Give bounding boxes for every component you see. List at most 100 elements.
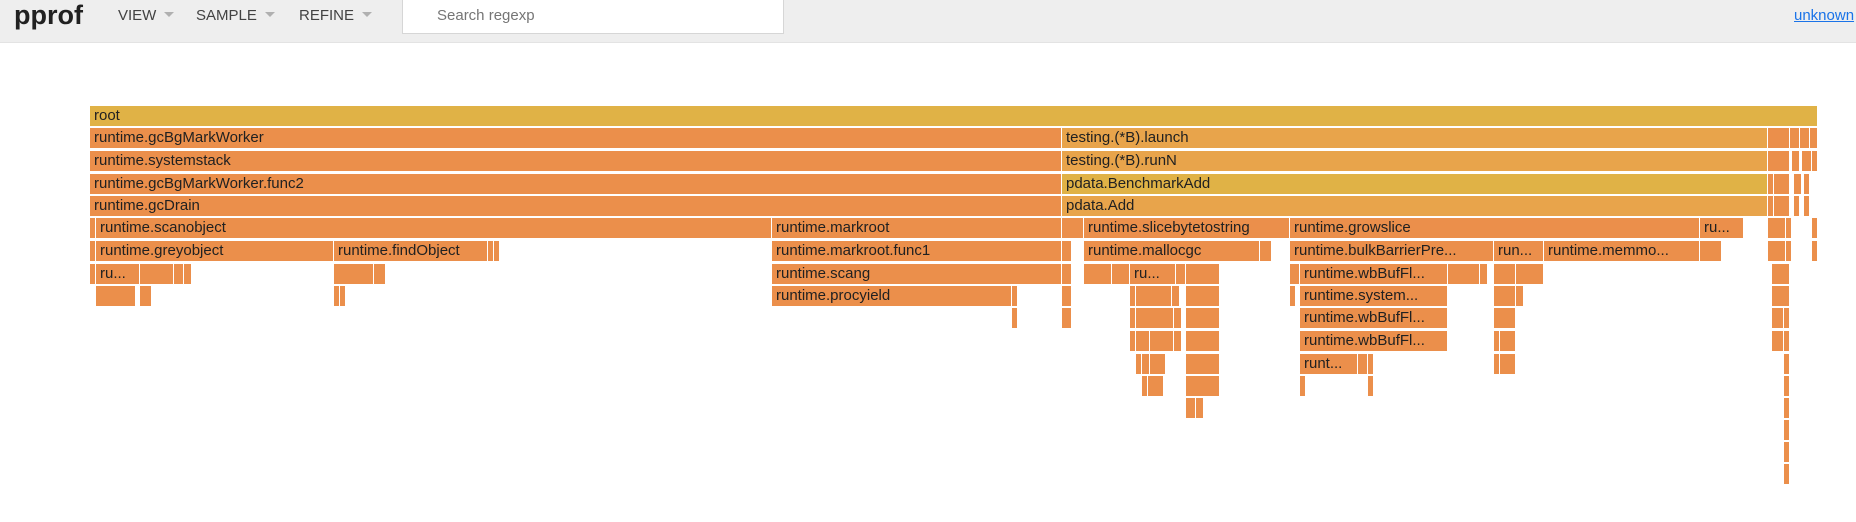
flame-frame-unlabeled[interactable] bbox=[1772, 308, 1784, 329]
flame-frame-unlabeled[interactable] bbox=[1784, 398, 1790, 419]
flame-frame-unlabeled[interactable] bbox=[1768, 241, 1786, 262]
flame-frame-unlabeled[interactable] bbox=[334, 264, 374, 285]
flame-frame-unlabeled[interactable] bbox=[1774, 174, 1790, 195]
flame-frame-unlabeled[interactable] bbox=[1148, 376, 1164, 397]
flame-frame-unlabeled[interactable] bbox=[90, 264, 96, 285]
flame-frame[interactable]: pdata.BenchmarkAdd bbox=[1062, 174, 1768, 195]
flame-frame-unlabeled[interactable] bbox=[1794, 174, 1802, 195]
flame-frame-unlabeled[interactable] bbox=[1784, 331, 1790, 352]
flame-frame[interactable]: runtime.markroot.func1 bbox=[772, 241, 1062, 262]
flame-frame-unlabeled[interactable] bbox=[1784, 420, 1790, 441]
flame-frame[interactable]: runtime.growslice bbox=[1290, 218, 1700, 239]
flame-frame-unlabeled[interactable] bbox=[1150, 331, 1174, 352]
flame-frame-unlabeled[interactable] bbox=[494, 241, 500, 262]
flame-frame-unlabeled[interactable] bbox=[1062, 264, 1072, 285]
flame-frame[interactable]: ru... bbox=[1700, 218, 1744, 239]
flame-frame[interactable]: runtime.bulkBarrierPre... bbox=[1290, 241, 1494, 262]
flame-frame-unlabeled[interactable] bbox=[1790, 128, 1800, 149]
flame-frame[interactable]: pdata.Add bbox=[1062, 196, 1768, 217]
flame-frame-unlabeled[interactable] bbox=[1130, 286, 1136, 307]
flame-frame-unlabeled[interactable] bbox=[1300, 376, 1306, 397]
flame-frame-unlabeled[interactable] bbox=[1772, 331, 1784, 352]
flame-frame-unlabeled[interactable] bbox=[1012, 286, 1018, 307]
flame-frame-unlabeled[interactable] bbox=[1494, 354, 1500, 375]
flame-frame-unlabeled[interactable] bbox=[1700, 241, 1722, 262]
flame-frame-unlabeled[interactable] bbox=[488, 241, 494, 262]
flame-frame-unlabeled[interactable] bbox=[1810, 128, 1818, 149]
flame-frame-unlabeled[interactable] bbox=[1772, 264, 1790, 285]
flame-frame-unlabeled[interactable] bbox=[1804, 174, 1810, 195]
flame-frame[interactable]: runtime.gcDrain bbox=[90, 196, 1062, 217]
flame-frame[interactable]: runtime.systemstack bbox=[90, 151, 1062, 172]
flame-frame-unlabeled[interactable] bbox=[1768, 151, 1790, 172]
flame-frame-unlabeled[interactable] bbox=[1062, 218, 1084, 239]
flame-frame-unlabeled[interactable] bbox=[1768, 196, 1774, 217]
flame-frame-unlabeled[interactable] bbox=[1768, 218, 1786, 239]
flame-frame-unlabeled[interactable] bbox=[1784, 464, 1790, 485]
flame-frame-unlabeled[interactable] bbox=[1516, 264, 1544, 285]
flame-frame[interactable]: runtime.memmo... bbox=[1544, 241, 1700, 262]
flame-frame[interactable]: root bbox=[90, 106, 1818, 127]
flame-frame[interactable]: runtime.mallocgc bbox=[1084, 241, 1260, 262]
flame-frame-unlabeled[interactable] bbox=[1084, 264, 1112, 285]
flame-frame[interactable]: runtime.procyield bbox=[772, 286, 1012, 307]
flame-frame-unlabeled[interactable] bbox=[1186, 286, 1220, 307]
flame-frame-unlabeled[interactable] bbox=[1812, 241, 1818, 262]
flame-frame-unlabeled[interactable] bbox=[1768, 128, 1790, 149]
flame-frame-unlabeled[interactable] bbox=[374, 264, 386, 285]
flame-frame-unlabeled[interactable] bbox=[1142, 354, 1150, 375]
flame-frame-unlabeled[interactable] bbox=[1500, 354, 1516, 375]
flame-frame-unlabeled[interactable] bbox=[1150, 354, 1166, 375]
flame-frame-unlabeled[interactable] bbox=[1800, 128, 1810, 149]
flame-frame-unlabeled[interactable] bbox=[1774, 196, 1790, 217]
flame-frame[interactable]: runtime.scanobject bbox=[96, 218, 772, 239]
flame-frame-unlabeled[interactable] bbox=[1136, 308, 1174, 329]
flame-frame[interactable]: runtime.greyobject bbox=[96, 241, 334, 262]
flame-frame-unlabeled[interactable] bbox=[1358, 354, 1368, 375]
flame-frame-unlabeled[interactable] bbox=[1174, 308, 1182, 329]
flame-frame[interactable]: testing.(*B).launch bbox=[1062, 128, 1768, 149]
flame-frame-unlabeled[interactable] bbox=[1290, 264, 1300, 285]
flame-frame-unlabeled[interactable] bbox=[1196, 398, 1204, 419]
flame-frame-unlabeled[interactable] bbox=[1176, 264, 1186, 285]
flame-frame-unlabeled[interactable] bbox=[90, 218, 96, 239]
flame-frame[interactable]: ru... bbox=[1130, 264, 1176, 285]
flame-frame-unlabeled[interactable] bbox=[90, 241, 96, 262]
flame-frame-unlabeled[interactable] bbox=[140, 264, 174, 285]
flame-frame-unlabeled[interactable] bbox=[1784, 376, 1790, 397]
flame-frame[interactable]: runtime.wbBufFl... bbox=[1300, 331, 1448, 352]
flame-frame-unlabeled[interactable] bbox=[1794, 196, 1800, 217]
flame-frame-unlabeled[interactable] bbox=[1768, 174, 1774, 195]
flame-frame[interactable]: run... bbox=[1494, 241, 1544, 262]
flame-frame[interactable]: runtime.system... bbox=[1300, 286, 1448, 307]
flame-frame-unlabeled[interactable] bbox=[1480, 264, 1488, 285]
flame-frame[interactable]: runtime.wbBufFl... bbox=[1300, 308, 1448, 329]
flame-frame-unlabeled[interactable] bbox=[1786, 241, 1792, 262]
flame-frame-unlabeled[interactable] bbox=[1802, 151, 1812, 172]
flame-frame-unlabeled[interactable] bbox=[140, 286, 152, 307]
flame-frame-unlabeled[interactable] bbox=[1112, 264, 1130, 285]
flame-frame-unlabeled[interactable] bbox=[1186, 354, 1220, 375]
flame-frame-unlabeled[interactable] bbox=[1448, 264, 1480, 285]
flame-frame-unlabeled[interactable] bbox=[1494, 264, 1516, 285]
flame-frame-unlabeled[interactable] bbox=[1260, 241, 1272, 262]
flame-frame-unlabeled[interactable] bbox=[334, 286, 340, 307]
refine-menu[interactable]: REFINE bbox=[299, 6, 373, 26]
search-box[interactable] bbox=[402, 0, 784, 34]
flame-frame-unlabeled[interactable] bbox=[1012, 308, 1018, 329]
user-link[interactable]: unknown bbox=[1794, 7, 1855, 24]
flame-frame-unlabeled[interactable] bbox=[1186, 264, 1220, 285]
flame-frame-unlabeled[interactable] bbox=[1494, 286, 1516, 307]
flame-frame-unlabeled[interactable] bbox=[1136, 354, 1142, 375]
flame-frame-unlabeled[interactable] bbox=[1812, 151, 1818, 172]
flame-frame[interactable]: runtime.findObject bbox=[334, 241, 488, 262]
flame-frame-unlabeled[interactable] bbox=[96, 286, 136, 307]
flame-frame-unlabeled[interactable] bbox=[1772, 286, 1790, 307]
flame-frame-unlabeled[interactable] bbox=[1136, 331, 1150, 352]
view-menu[interactable]: VIEW bbox=[118, 6, 175, 26]
flame-frame-unlabeled[interactable] bbox=[1368, 354, 1374, 375]
flame-frame-unlabeled[interactable] bbox=[1290, 286, 1296, 307]
flame-frame[interactable]: runtime.markroot bbox=[772, 218, 1062, 239]
flame-frame[interactable]: runt... bbox=[1300, 354, 1358, 375]
flame-frame-unlabeled[interactable] bbox=[1136, 286, 1172, 307]
